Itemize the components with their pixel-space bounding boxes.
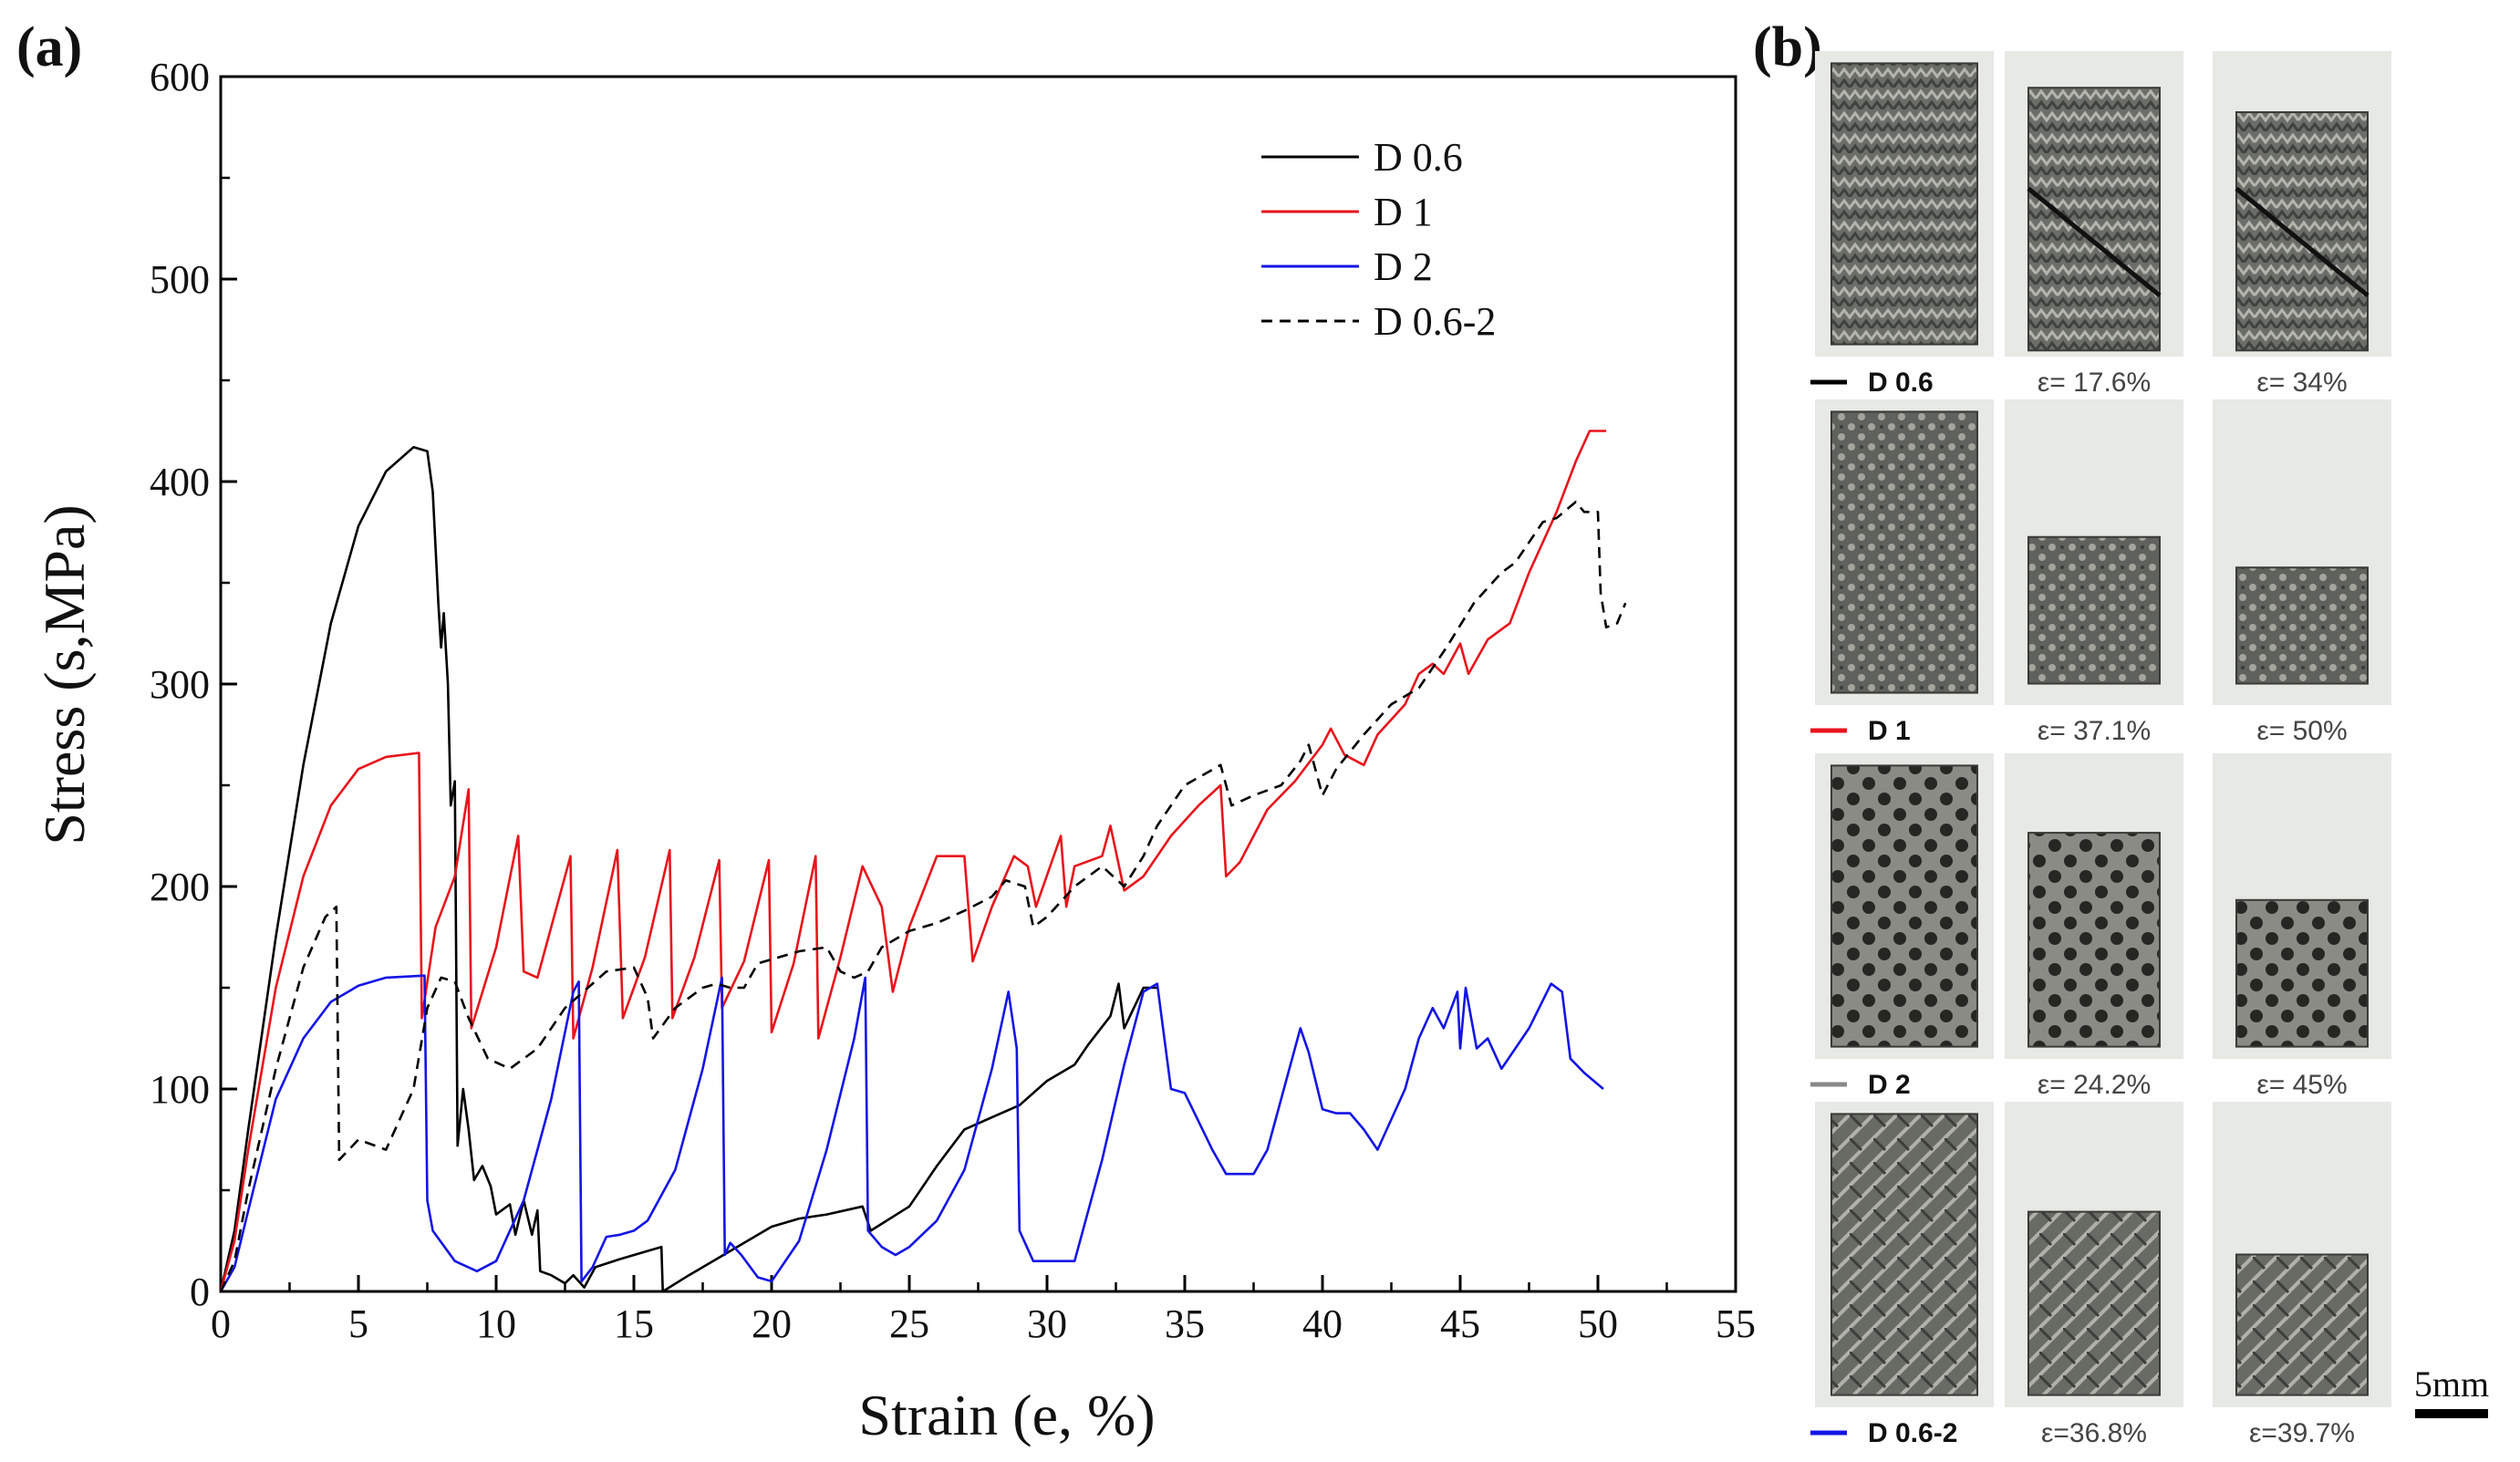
chart-axes: 0 5 10 15 20 25 30 35 40 45 50 55 0 100 200 300 400 500 60…: [150, 55, 1756, 1346]
row-legend-label: D 2: [1868, 1070, 1911, 1100]
x-tick-label: 5: [348, 1301, 368, 1346]
x-tick-label: 0: [211, 1301, 231, 1346]
y-tick-label: 300: [150, 662, 210, 707]
specimen-photo-panel: D 0.6 ε= 17.6% ε= 34% D 1 ε= 37.1% ε= 50% D 2 ε…: [1810, 51, 2489, 1448]
x-tick-label: 20: [752, 1301, 792, 1346]
specimen-image: [2027, 832, 2161, 1048]
panel-b-label: (b): [1753, 16, 1822, 78]
panel-a-label: (a): [16, 16, 82, 78]
row-legend-label: D 0.6-2: [1868, 1418, 1957, 1448]
specimen-image: [1830, 1113, 1978, 1396]
legend-label: D 1: [1374, 190, 1433, 234]
specimen-image: [2027, 535, 2161, 685]
x-tick-label: 10: [476, 1301, 516, 1346]
x-tick-label: 45: [1440, 1301, 1480, 1346]
specimen-image: [1830, 62, 1978, 346]
strain-caption: ε= 50%: [2256, 716, 2347, 746]
x-tick-label: 25: [889, 1301, 929, 1346]
x-axis-title: Strain (e, %): [858, 1383, 1155, 1447]
x-tick-label: 55: [1716, 1301, 1756, 1346]
strain-caption: ε=39.7%: [2249, 1418, 2355, 1448]
strain-caption: ε= 37.1%: [2038, 716, 2151, 746]
legend-label: D 2: [1374, 244, 1433, 289]
y-tick-label: 200: [150, 865, 210, 909]
scale-bar-label: 5mm: [2414, 1363, 2489, 1405]
series-layer: [219, 430, 1627, 1293]
shear-crack: [2027, 186, 2162, 297]
specimen-image: [1830, 410, 1978, 694]
x-tick-label: 40: [1302, 1301, 1343, 1346]
row-legend-label: D 1: [1868, 716, 1911, 746]
y-tick-label: 100: [150, 1067, 210, 1112]
series-line-d-1: [219, 430, 1607, 1292]
x-tick-label: 35: [1165, 1301, 1205, 1346]
specimen-image: [2235, 1253, 2369, 1396]
strain-caption: ε= 17.6%: [2038, 368, 2151, 398]
y-tick-label: 600: [150, 55, 210, 99]
legend-label: D 0.6: [1374, 135, 1463, 180]
specimen-image: [2027, 87, 2161, 352]
strain-caption: ε= 34%: [2256, 368, 2347, 398]
specimen-image: [2027, 1210, 2161, 1396]
strain-caption: ε= 45%: [2256, 1070, 2347, 1100]
chart-legend: D 0.6 D 1 D 2 D 0.6-2: [1261, 135, 1496, 344]
strain-caption: ε=36.8%: [2041, 1418, 2147, 1448]
y-tick-label: 0: [190, 1270, 210, 1314]
series-line-d-2: [219, 974, 1604, 1292]
x-tick-label: 30: [1027, 1301, 1067, 1346]
scale-bar: [2415, 1409, 2488, 1418]
specimen-image: [2235, 111, 2369, 352]
x-tick-label: 15: [614, 1301, 654, 1346]
legend-label: D 0.6-2: [1374, 299, 1496, 344]
series-line-d-0.6: [219, 446, 1157, 1293]
y-tick-label: 400: [150, 460, 210, 504]
specimen-image: [2235, 898, 2369, 1048]
specimen-image: [2235, 566, 2369, 685]
series-line-d-0.6-2: [219, 500, 1627, 1292]
strain-caption: ε= 24.2%: [2038, 1070, 2151, 1100]
shear-crack: [2235, 186, 2370, 297]
specimen-image: [1830, 764, 1978, 1048]
y-tick-label: 500: [150, 257, 210, 302]
row-legend-label: D 0.6: [1868, 368, 1934, 398]
x-tick-label: 50: [1578, 1301, 1618, 1346]
y-axis-title: Stress (s,MPa): [32, 504, 97, 845]
